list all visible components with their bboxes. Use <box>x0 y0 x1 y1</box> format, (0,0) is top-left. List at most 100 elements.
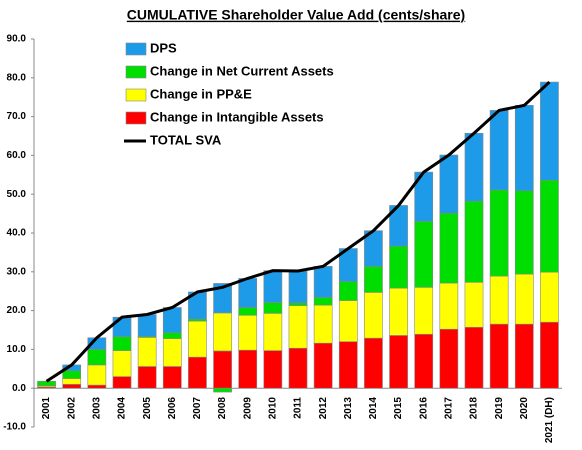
x-tick-label: 2009 <box>242 397 253 420</box>
bar-segment <box>514 190 534 275</box>
bar-segment <box>414 287 434 335</box>
x-tick-label: 2017 <box>443 397 454 420</box>
bar-segment <box>62 370 82 379</box>
x-tick-label: 2020 <box>519 397 530 420</box>
bar-segment <box>288 347 308 389</box>
x-tick-label: 2008 <box>217 397 228 420</box>
bar-segment <box>162 366 182 389</box>
x-tick-label: 2021 (DH) <box>544 397 555 443</box>
bar-segment <box>313 297 333 306</box>
x-tick-label: 2007 <box>192 397 203 420</box>
x-tick-label: 2019 <box>494 397 505 420</box>
bar-segment <box>540 179 559 273</box>
x-tick-label: 2018 <box>469 397 480 420</box>
y-tick-label: 90.0 <box>7 34 27 45</box>
bar-segment <box>439 154 459 214</box>
bar-segment <box>137 337 157 367</box>
bar-segment <box>213 312 232 352</box>
bar-segment <box>439 282 459 330</box>
bar-segment <box>414 221 434 288</box>
bar-segment <box>364 337 383 389</box>
bar-segment <box>288 305 308 349</box>
x-tick-label: 2004 <box>117 397 128 420</box>
bar-segment <box>364 292 383 339</box>
bar-segment <box>263 350 283 389</box>
total-line <box>45 80 551 383</box>
x-tick-label: 2005 <box>142 397 153 420</box>
bar-segment <box>464 281 484 328</box>
x-tick-label: 2012 <box>318 397 329 420</box>
bar-segment <box>62 378 82 385</box>
y-tick-label: 70.0 <box>7 111 27 122</box>
bar-segment <box>213 283 232 314</box>
bar-segment <box>414 333 434 389</box>
y-tick-label: 20.0 <box>7 305 27 316</box>
bar-segment <box>540 271 559 323</box>
y-tick-label: 0.0 <box>12 383 26 394</box>
bar-segment <box>489 110 509 191</box>
bar-segment <box>288 270 308 304</box>
bar-segment <box>464 132 484 202</box>
bar-segment <box>87 364 107 386</box>
bar-segment <box>489 323 509 389</box>
bar-segment <box>489 275 509 325</box>
bar-segment <box>238 349 258 389</box>
bar-segment <box>439 212 459 284</box>
legend-label: Change in Net Current Assets <box>150 63 334 78</box>
bar-segment <box>62 384 82 389</box>
bar-segment <box>514 323 534 389</box>
y-tick-label: 40.0 <box>7 228 27 239</box>
bar-segment <box>87 349 107 366</box>
x-tick-label: 2001 <box>41 397 52 420</box>
y-tick-label: 30.0 <box>7 266 27 277</box>
bar-segment <box>188 320 207 358</box>
x-tick-label: 2003 <box>91 397 102 420</box>
bar-segment <box>112 316 132 337</box>
bar-segment <box>540 321 559 389</box>
y-tick-label: 10.0 <box>7 344 27 355</box>
bar-segment <box>238 278 258 308</box>
bar-segment <box>112 350 132 377</box>
bar-segment <box>238 314 258 351</box>
legend-label: Change in PP&E <box>150 86 252 101</box>
x-tick-label: 2006 <box>167 397 178 420</box>
legend-swatch <box>125 88 147 102</box>
x-tick-label: 2011 <box>293 397 304 419</box>
bar-segment <box>162 332 182 339</box>
y-tick-label: 50.0 <box>7 189 27 200</box>
bar-segment <box>313 304 333 344</box>
bar-segment <box>389 335 408 389</box>
x-tick-label: 2013 <box>343 397 354 420</box>
bar-segment <box>162 338 182 367</box>
legend-label: DPS <box>150 40 177 55</box>
x-tick-label: 2010 <box>267 397 278 420</box>
bar-segment <box>263 270 283 303</box>
bar-segment <box>514 105 534 192</box>
legend-label: Change in Intangible Assets <box>150 109 324 124</box>
bar-segment <box>137 366 157 389</box>
bar-segment <box>313 342 333 389</box>
x-tick-label: 2016 <box>418 397 429 420</box>
bar-segment <box>540 81 559 181</box>
bar-segment <box>439 328 459 389</box>
y-tick-label: 60.0 <box>7 150 27 161</box>
bar-segment <box>162 307 182 334</box>
y-tick-label: -10.0 <box>3 422 26 433</box>
bar-segment <box>338 300 358 342</box>
bar-segment <box>263 302 283 314</box>
chart-title: CUMULATIVE Shareholder Value Add (cents/… <box>127 7 465 23</box>
bar-segment <box>464 200 484 283</box>
legend-label: TOTAL SVA <box>150 132 222 147</box>
bar-segment <box>188 356 207 389</box>
x-tick-label: 2014 <box>368 397 379 420</box>
bar-segment <box>37 380 56 387</box>
y-tick-label: 80.0 <box>7 72 27 83</box>
bar-segment <box>238 307 258 316</box>
bar-segment <box>137 314 157 337</box>
bar-segment <box>338 281 358 301</box>
legend-swatch <box>125 65 147 79</box>
bar-segment <box>389 287 408 336</box>
x-tick-label: 2015 <box>393 397 404 420</box>
bar-segment <box>213 387 232 393</box>
